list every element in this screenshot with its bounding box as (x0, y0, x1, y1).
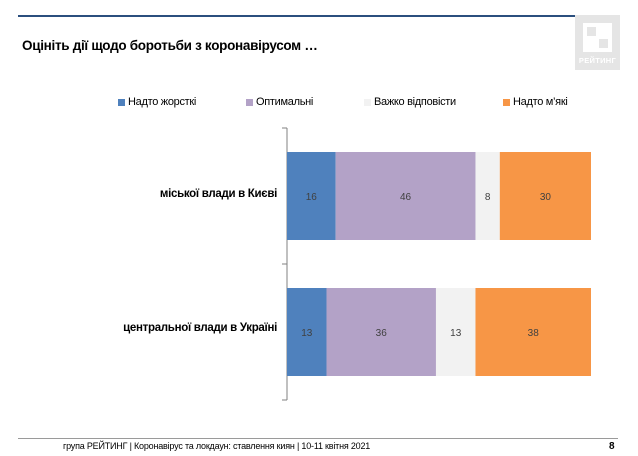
legend-item-too-soft: Надто м’які (503, 96, 568, 108)
legend-swatch-hard-to-say (364, 98, 371, 106)
category-label-kyiv: міської влади в Києві (159, 188, 277, 200)
legend-label-too-soft: Надто м’які (513, 96, 568, 108)
legend-item-too-strict: Надто жорсткі (118, 96, 196, 108)
header-line (18, 15, 618, 17)
bar-hard-to-say-kyiv (475, 152, 500, 240)
data-label-too-soft-kyiv: 30 (540, 192, 552, 203)
bar-too-strict-kyiv (287, 152, 336, 240)
data-label-hard-to-say-ukraine: 13 (450, 328, 462, 339)
footer-line (18, 438, 618, 439)
legend-label-optimal: Оптимальні (256, 96, 314, 108)
page-number: 8 (609, 441, 615, 452)
page-title: Оцініть дії щодо боротьби з коронавірусо… (22, 38, 318, 53)
data-label-optimal-kyiv: 46 (400, 192, 412, 203)
logo: РЕЙТИНГ (575, 15, 620, 70)
legend-label-hard-to-say: Важко відповісти (374, 96, 456, 108)
category-label-ukraine: центральної влади в Україні (123, 322, 277, 334)
data-label-hard-to-say-kyiv: 8 (485, 192, 491, 203)
legend-label-too-strict: Надто жорсткі (128, 96, 197, 108)
bar-too-strict-ukraine (287, 288, 327, 376)
legend-item-optimal: Оптимальні (246, 96, 313, 108)
logo-text: РЕЙТИНГ (578, 56, 617, 65)
legend-swatch-too-strict (118, 98, 125, 106)
rating-logo-mark-icon (583, 23, 612, 52)
data-label-optimal-ukraine: 36 (376, 328, 388, 339)
legend-item-hard-to-say: Важко відповісти (364, 96, 456, 108)
bar-optimal-ukraine (326, 288, 436, 376)
data-label-too-strict-kyiv: 16 (306, 192, 318, 203)
legend-swatch-too-soft (503, 98, 510, 106)
footer-text: група РЕЙТИНГ | Коронавірус та локдаун: … (63, 441, 371, 451)
data-label-too-strict-ukraine: 13 (301, 328, 313, 339)
bar-hard-to-say-ukraine (435, 288, 476, 376)
bar-too-soft-ukraine (475, 288, 591, 376)
chart-legend: Надто жорсткі Оптимальні Важко відповіст… (0, 96, 638, 110)
bar-optimal-kyiv (335, 152, 476, 240)
bar-too-soft-kyiv (499, 152, 591, 240)
legend-swatch-optimal (246, 98, 253, 106)
data-label-too-soft-ukraine: 38 (528, 328, 540, 339)
